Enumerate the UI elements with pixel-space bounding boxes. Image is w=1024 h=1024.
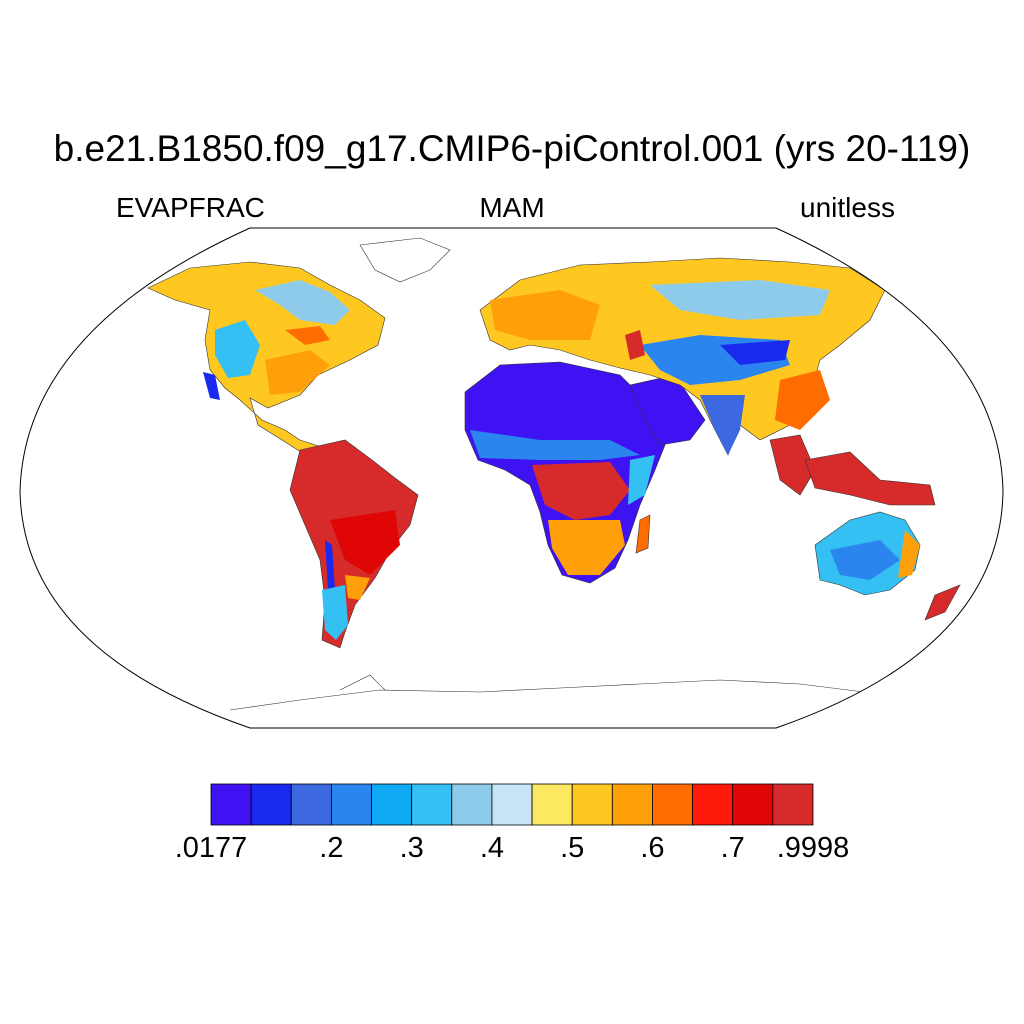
tibet-zone bbox=[720, 340, 790, 365]
pampas-zone bbox=[345, 575, 370, 600]
units-label: unitless bbox=[800, 192, 895, 223]
colorbar-box bbox=[290, 783, 332, 826]
australia-east-coast-zone bbox=[898, 530, 920, 578]
canada-cool-zone bbox=[255, 280, 350, 325]
variable-label: EVAPFRAC bbox=[116, 192, 265, 223]
colorbar-tick-label: .7 bbox=[720, 832, 745, 864]
colorbar-tick-label: .3 bbox=[399, 832, 424, 864]
colorbar-tick-label: .4 bbox=[479, 832, 505, 864]
madagascar bbox=[635, 514, 651, 554]
colorbar-box bbox=[732, 783, 774, 826]
colorbar-box bbox=[611, 783, 653, 826]
rocky-mountain-zone bbox=[215, 320, 260, 378]
colorbar-box bbox=[371, 783, 413, 826]
colorbar-box bbox=[772, 783, 814, 826]
central-africa-zone bbox=[532, 462, 630, 520]
colorbar-box bbox=[531, 783, 573, 826]
colorbar-box bbox=[411, 783, 453, 826]
amazon-deep-red bbox=[330, 510, 400, 575]
patagonia-zone bbox=[322, 585, 348, 640]
colorbar-box bbox=[491, 783, 533, 826]
us-east-zone bbox=[265, 350, 330, 395]
colorbar-tick-label: .0177 bbox=[174, 832, 248, 864]
colorbar-box bbox=[652, 783, 694, 826]
colorbar-box bbox=[210, 783, 252, 826]
colorbar-tick-label: .2 bbox=[319, 832, 344, 864]
australia-interior-zone bbox=[830, 540, 900, 580]
antarctica-coastline bbox=[229, 679, 951, 713]
east-africa-zone bbox=[628, 455, 655, 505]
europe-zone bbox=[490, 290, 600, 340]
new-zealand bbox=[924, 584, 961, 621]
season-label: MAM bbox=[479, 192, 545, 223]
southern-africa-zone bbox=[548, 520, 625, 575]
antarctic-peninsula bbox=[339, 674, 386, 691]
india-zone bbox=[700, 395, 745, 455]
map-border bbox=[19, 227, 1004, 729]
siberia-zone bbox=[650, 280, 830, 320]
us-west-dry-zone bbox=[203, 372, 220, 400]
colorbar-tick-label: .9998 bbox=[776, 832, 850, 864]
plot-title: b.e21.B1850.f09_g17.CMIP6-piControl.001 … bbox=[53, 128, 971, 169]
caspian-zone bbox=[625, 330, 645, 360]
east-asia-zone bbox=[775, 370, 830, 430]
colorbar-box bbox=[330, 783, 372, 826]
greenland bbox=[359, 237, 451, 283]
sahel-zone bbox=[470, 430, 640, 460]
colorbar-box bbox=[692, 783, 734, 826]
colorbar-tick-label: .5 bbox=[560, 832, 585, 864]
andes-dry-strip bbox=[325, 540, 335, 590]
colorbar-box bbox=[451, 783, 493, 826]
colorbar-tick-label: .6 bbox=[640, 832, 665, 864]
colorbar-box bbox=[250, 783, 292, 826]
indonesia-region bbox=[804, 451, 936, 506]
land-surface bbox=[147, 237, 961, 713]
colorbar-box bbox=[571, 783, 613, 826]
boreal-zone bbox=[285, 326, 330, 345]
southeast-asia-region bbox=[769, 434, 816, 496]
